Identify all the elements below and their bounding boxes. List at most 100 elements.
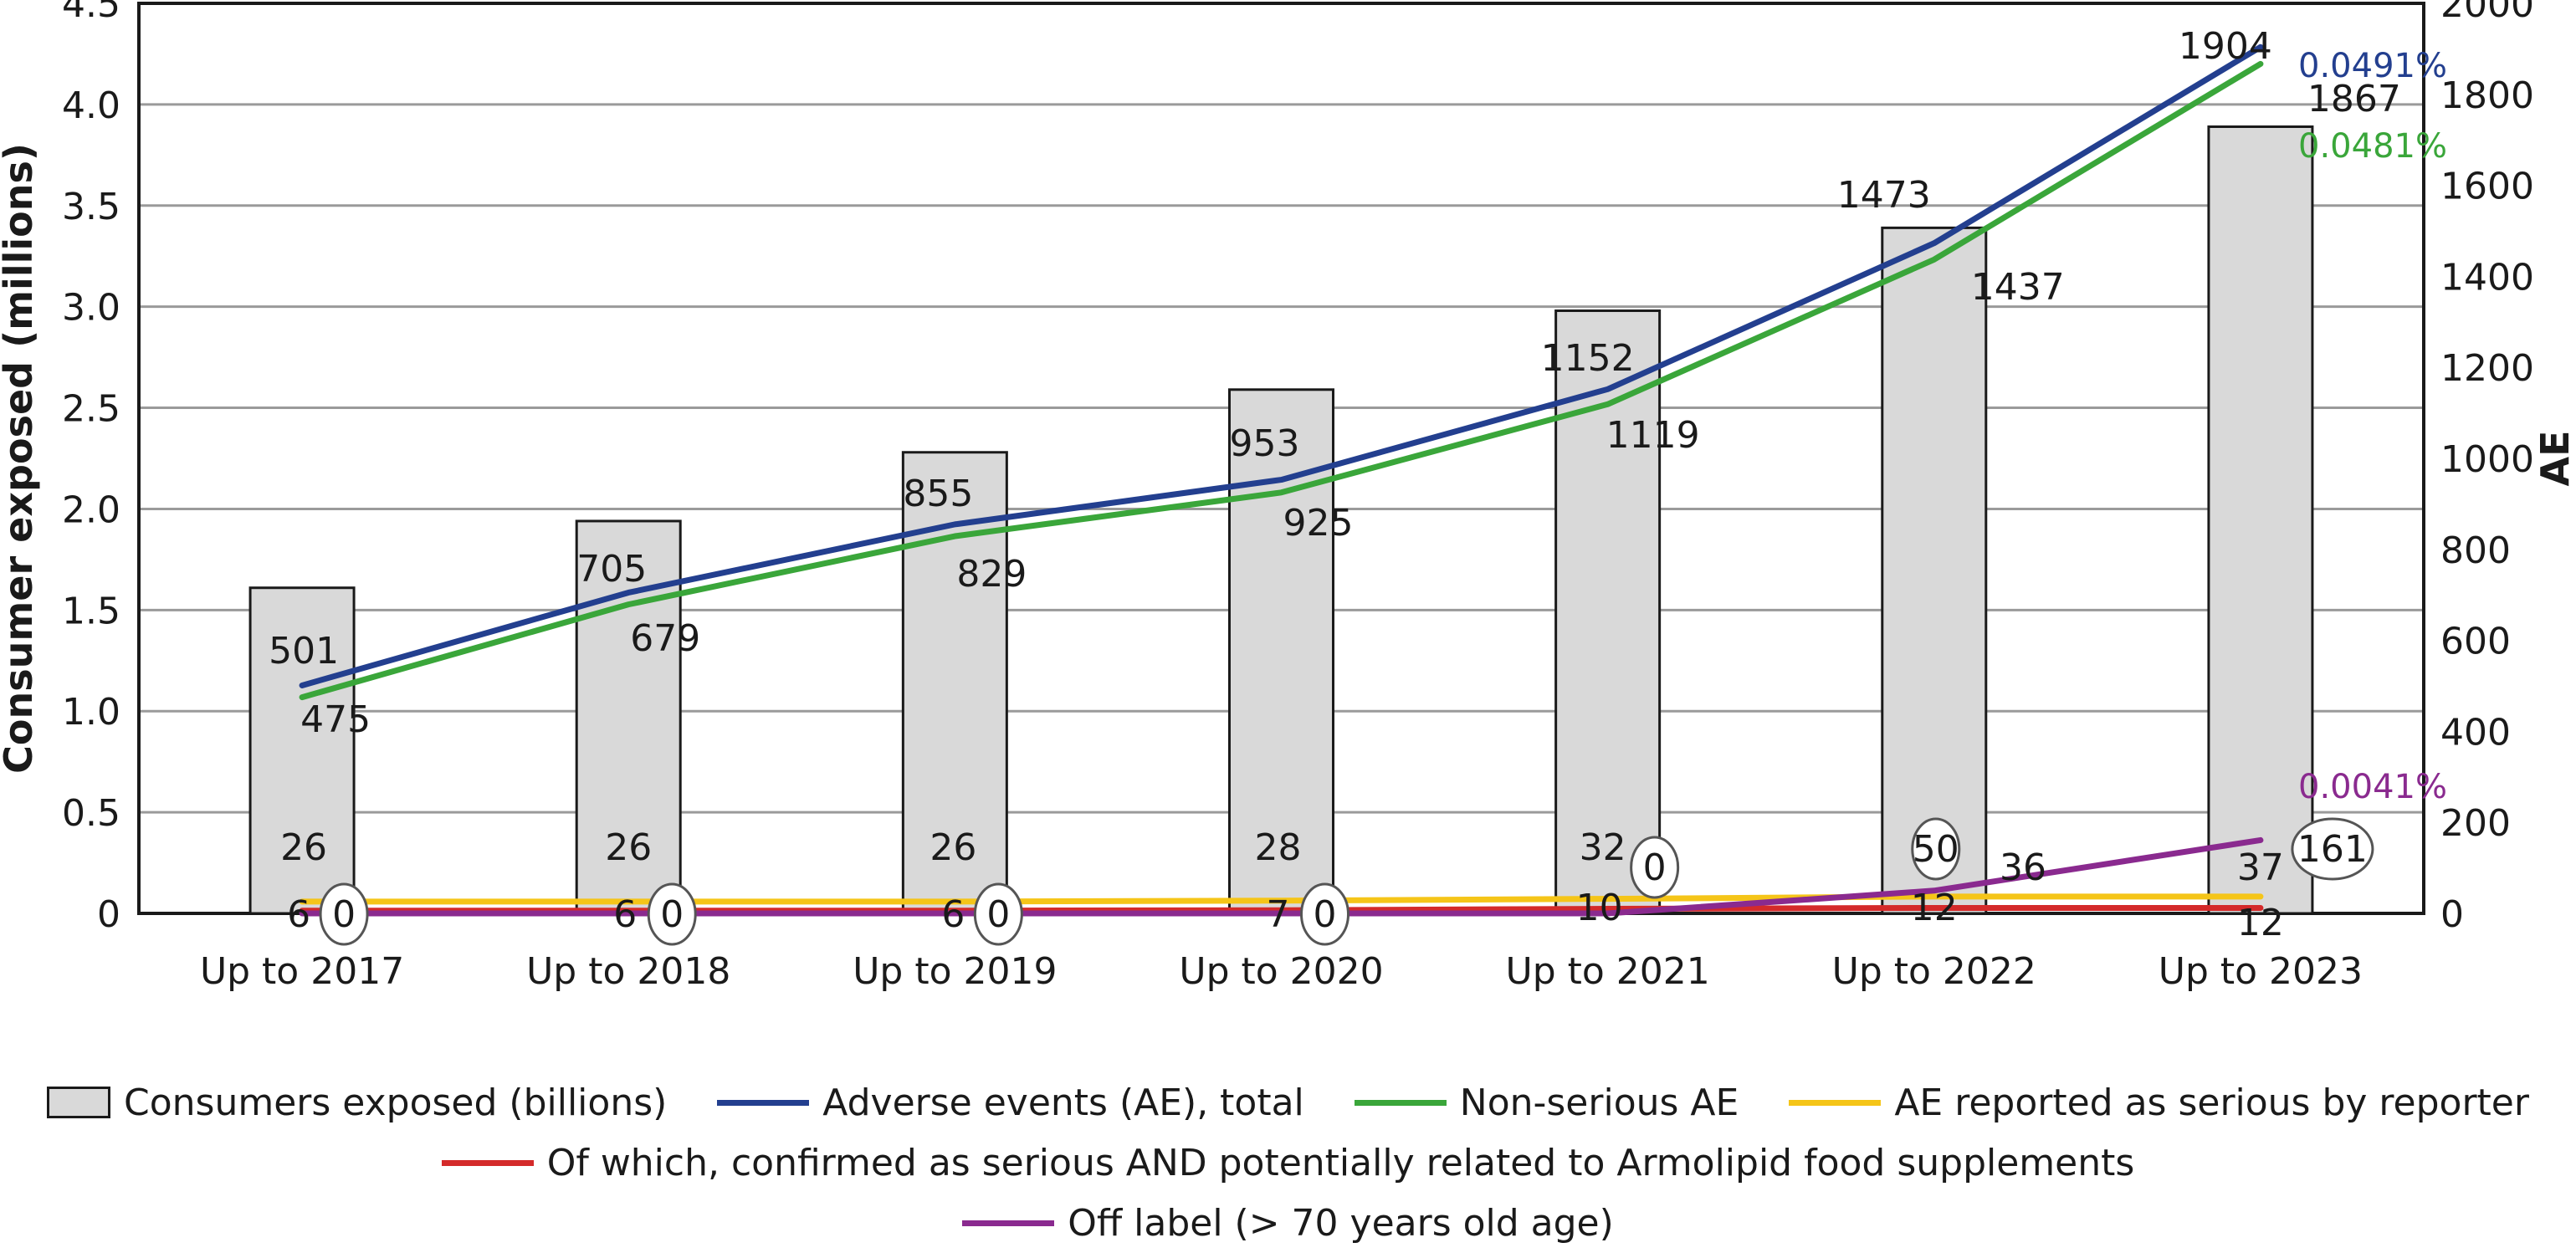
confirmed-serious-label: 12 [1911,887,1958,929]
y2-axis-title: AE [2532,430,2576,486]
serious-reporter-label: 37 [2237,846,2284,889]
serious-reporter-label: 32 [1580,826,1626,869]
series-line [299,836,2264,917]
legend-label-off-label: Off label (> 70 years old age) [1068,1201,1614,1245]
legend-item-confirmed-serious: Of which, confirmed as serious AND poten… [441,1141,2135,1184]
legend: Consumers exposed (billions) Adverse eve… [0,1072,2576,1253]
off-label-label: 0 [332,893,356,936]
legend-row-2: Of which, confirmed as serious AND poten… [0,1133,2576,1193]
off-label-label-circle [1630,836,1680,899]
y-tick-label: 3.0 [62,287,120,330]
x-tick-label: Up to 2017 [200,950,404,993]
x-tick-label: Up to 2019 [853,950,1057,993]
legend-label-bars: Consumers exposed (billions) [124,1081,668,1124]
off-label-label: 0 [986,893,1010,936]
y2-tick-label: 1200 [2440,347,2534,390]
series-line [299,60,2264,701]
y2-tick-label: 1600 [2440,166,2534,208]
off-label-label: 0 [1643,846,1667,889]
y2-tick-label: 1800 [2440,74,2534,117]
x-tick-label: Up to 2021 [1506,950,1710,993]
y2-tick-label: 1400 [2440,256,2534,299]
x-tick-label: Up to 2020 [1179,950,1383,993]
y2-tick-label: 200 [2440,802,2511,845]
y2-tick-label: 600 [2440,621,2511,663]
non-serious-label: 679 [630,617,700,660]
non-serious-label: 475 [300,698,371,741]
x-tick-label: Up to 2023 [2159,950,2363,993]
ae-total-label: 1152 [1541,337,1635,380]
x-tick-label: Up to 2022 [1832,950,2036,993]
ae-total-label: 501 [269,630,339,672]
y2-tick-label: 2000 [2440,0,2534,26]
y-tick-label: 0.5 [62,792,120,835]
off-label-label: 0 [660,893,684,936]
y2-tick-label: 0 [2440,893,2464,936]
y-tick-label: 2.0 [62,488,120,531]
legend-row-1: Consumers exposed (billions) Adverse eve… [0,1072,2576,1133]
legend-label-ae-total: Adverse events (AE), total [822,1081,1304,1124]
legend-swatch-ae-total [717,1099,810,1106]
off-label-label-circle [1911,817,1961,881]
legend-item-ae-total: Adverse events (AE), total [717,1081,1304,1124]
bar [2207,125,2314,915]
legend-item-non-serious: Non-serious AE [1354,1081,1739,1124]
off-label-label: 50 [1913,828,1959,871]
series-line [299,43,2264,688]
chart: 00.51.01.52.02.53.03.54.04.5020040060080… [0,0,2576,993]
y-tick-label: 0 [97,893,120,936]
ae-total-label: 705 [576,548,647,591]
legend-label-non-serious: Non-serious AE [1459,1081,1739,1124]
bar [1881,226,1988,915]
y2-tick-label: 400 [2440,711,2511,754]
off-label-label-circle [2291,817,2374,881]
y2-tick-label: 800 [2440,529,2511,572]
legend-item-bars: Consumers exposed (billions) [47,1082,667,1124]
serious-reporter-label: 26 [280,826,327,869]
confirmed-serious-label: 7 [1267,893,1290,936]
ae-total-end-annotation: 0.0491% [2298,47,2447,85]
off-label-label-circle [1300,882,1349,946]
non-serious-label: 1437 [1971,266,2065,309]
ae-total-label: 1473 [1837,174,1931,217]
non-serious-label: 829 [956,553,1027,596]
legend-swatch-non-serious [1354,1099,1447,1106]
legend-item-serious-reporter: AE reported as serious by reporter [1789,1082,2529,1124]
confirmed-serious-label: 12 [2237,902,2284,944]
off-label-label-circle [319,882,369,946]
extra-annotation: 36 [2000,846,2046,889]
off-label-label: 161 [2297,828,2368,871]
off-label-label: 0 [1314,893,1337,936]
confirmed-serious-label: 6 [287,893,310,936]
ae-total-label: 855 [903,473,973,515]
ae-total-label: 1904 [2179,25,2272,68]
off-label-label-circle [973,882,1023,946]
y-tick-label: 1.0 [62,691,120,734]
series-line [299,893,2264,905]
y-axis-title: Consumer exposed (millions) [0,143,41,774]
y2-tick-label: 1000 [2440,438,2534,481]
ae-total-label: 953 [1230,422,1300,465]
off-label-label-circle [647,882,697,946]
legend-swatch-bars [47,1087,111,1118]
non-serious-label: 1119 [1606,414,1700,457]
legend-label-serious-reporter: AE reported as serious by reporter [1894,1081,2529,1124]
legend-label-confirmed-serious: Of which, confirmed as serious AND poten… [546,1141,2135,1184]
confirmed-serious-label: 10 [1576,887,1623,929]
non-serious-label: 925 [1283,502,1354,545]
legend-swatch-serious-reporter [1789,1099,1882,1106]
y-tick-label: 4.0 [62,84,120,127]
confirmed-serious-label: 6 [941,893,965,936]
y-tick-label: 2.5 [62,388,120,431]
confirmed-serious-label: 6 [613,893,637,936]
legend-row-3: Off label (> 70 years old age) [0,1193,2576,1253]
y-tick-label: 1.5 [62,590,120,632]
serious-reporter-label: 26 [930,826,976,869]
legend-swatch-off-label [962,1220,1055,1226]
legend-item-off-label: Off label (> 70 years old age) [962,1202,1614,1245]
non-serious-end-annotation: 0.0481% [2298,127,2447,166]
serious-reporter-label: 26 [605,826,652,869]
serious-reporter-label: 28 [1255,826,1302,869]
x-tick-label: Up to 2018 [526,950,730,993]
off-label-end-annotation: 0.0041% [2298,768,2447,806]
